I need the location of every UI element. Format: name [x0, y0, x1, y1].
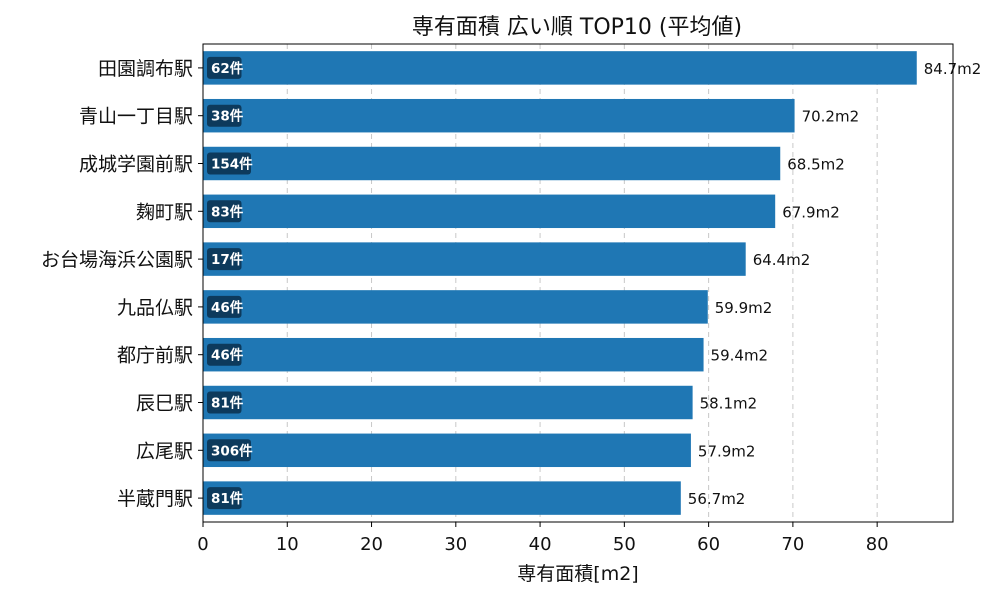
y-tick-label: 田園調布駅 [98, 58, 193, 80]
count-badge [207, 439, 251, 462]
count-badge [207, 200, 242, 223]
bar [203, 433, 691, 468]
bar-value-label: 64.4m2 [753, 251, 811, 269]
count-label: 81件 [211, 490, 244, 507]
count-label: 306件 [211, 442, 253, 459]
count-badge [207, 295, 242, 318]
count-label: 38件 [211, 108, 244, 125]
count-label: 81件 [211, 395, 244, 412]
count-badge [207, 56, 242, 79]
labels: 84.7m262件70.2m238件68.5m2154件67.9m283件64.… [207, 56, 981, 510]
x-tick-label: 30 [444, 534, 467, 555]
bar [203, 194, 776, 229]
bar [203, 146, 781, 181]
y-tick-label: 麹町駅 [136, 201, 193, 223]
bar [203, 51, 917, 85]
bar-value-label: 59.9m2 [715, 299, 773, 317]
count-label: 154件 [211, 156, 253, 173]
y-tick-label: 成城学園前駅 [79, 154, 193, 176]
y-tick-label: 青山一丁目駅 [79, 106, 193, 128]
bar [203, 481, 681, 515]
bar-value-label: 59.4m2 [711, 347, 769, 365]
x-tick-label: 40 [529, 534, 552, 555]
bar [203, 337, 704, 372]
bar [203, 242, 746, 276]
x-axis-label: 専有面積[m2] [517, 563, 638, 585]
count-badge [207, 343, 242, 366]
x-tick-label: 50 [613, 534, 636, 555]
bar-value-label: 58.1m2 [700, 395, 758, 413]
y-tick-label: 都庁前駅 [117, 345, 193, 367]
count-badge [207, 248, 242, 271]
count-label: 62件 [211, 60, 244, 77]
bar [203, 98, 795, 133]
x-tick-label: 10 [276, 534, 299, 555]
bars [203, 51, 917, 515]
bar-value-label: 56.7m2 [688, 490, 746, 508]
chart-title: 専有面積 広い順 TOP10 (平均値) [412, 15, 742, 40]
bar [203, 385, 693, 420]
count-badge [207, 104, 242, 127]
bar [203, 290, 708, 324]
count-badge [207, 487, 242, 510]
y-tick-label: お台場海浜公園駅 [41, 249, 193, 271]
count-label: 46件 [211, 299, 244, 316]
y-tick-label: 半蔵門駅 [117, 488, 193, 510]
bar-value-label: 67.9m2 [782, 203, 840, 221]
y-tick-label: 九品仏駅 [117, 297, 193, 319]
count-badge [207, 391, 242, 414]
x-tick-label: 60 [697, 534, 720, 555]
count-badge [207, 152, 251, 175]
plot-frame [202, 43, 954, 523]
x-tick-label: 20 [360, 534, 383, 555]
y-tick-label: 辰巳駅 [136, 393, 193, 415]
count-label: 17件 [211, 251, 244, 268]
bar-value-label: 68.5m2 [787, 156, 845, 174]
bar-value-label: 70.2m2 [802, 108, 860, 126]
x-axis: 0 10 20 30 40 50 60 70 80 [197, 522, 889, 555]
x-tick-label: 80 [866, 534, 889, 555]
count-label: 83件 [211, 203, 244, 220]
y-axis: 田園調布駅青山一丁目駅成城学園前駅麹町駅お台場海浜公園駅九品仏駅都庁前駅辰巳駅広… [41, 58, 203, 510]
count-label: 46件 [211, 347, 244, 364]
y-tick-label: 広尾駅 [136, 440, 193, 462]
x-tick-label: 70 [781, 534, 804, 555]
bar-value-label: 57.9m2 [698, 442, 756, 460]
x-tick-label: 0 [197, 534, 208, 555]
